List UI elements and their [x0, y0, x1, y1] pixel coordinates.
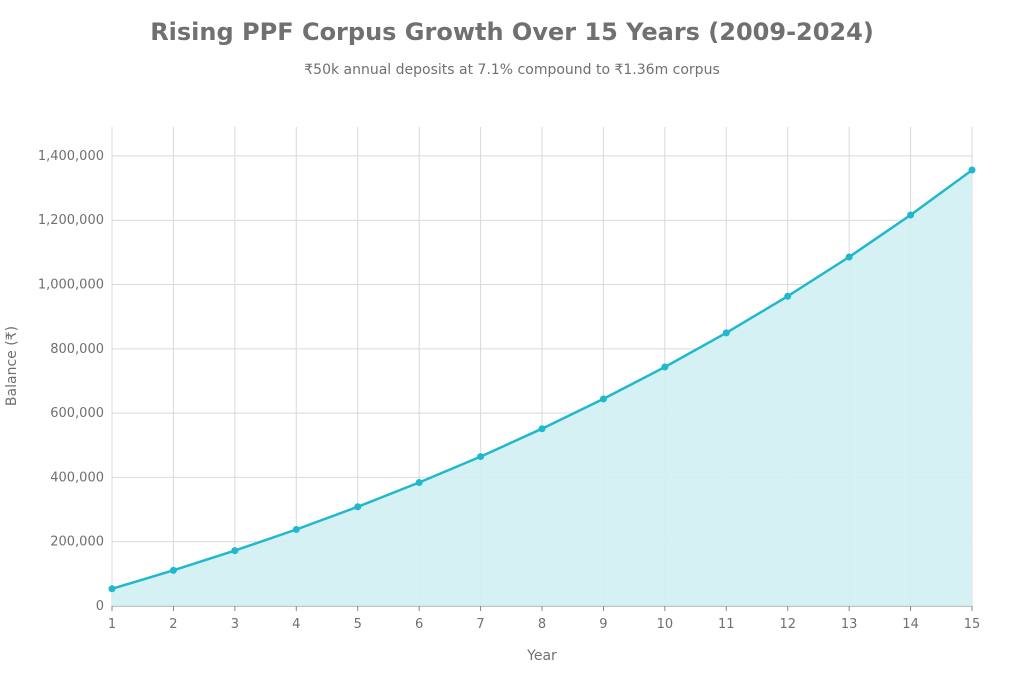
data-point — [661, 363, 669, 371]
data-point — [415, 479, 423, 487]
data-point — [784, 292, 792, 300]
area-fill — [112, 170, 972, 606]
data-point — [231, 547, 239, 555]
x-tick-label: 1 — [108, 617, 116, 632]
y-tick-label: 1,400,000 — [38, 149, 104, 164]
y-tick-label: 200,000 — [50, 535, 104, 550]
data-point — [292, 525, 300, 533]
data-points — [108, 166, 976, 593]
y-tick-label: 600,000 — [50, 406, 104, 421]
data-point — [169, 566, 177, 574]
x-tick-label: 2 — [169, 617, 177, 632]
data-point — [599, 395, 607, 403]
data-point — [108, 585, 116, 593]
x-tick-label: 10 — [657, 617, 674, 632]
data-point — [968, 166, 976, 174]
chart-title: Rising PPF Corpus Growth Over 15 Years (… — [150, 18, 874, 46]
chart-subtitle: ₹50k annual deposits at 7.1% compound to… — [304, 62, 720, 78]
y-tick-label: 1,000,000 — [38, 278, 104, 293]
x-tick-label: 14 — [902, 617, 919, 632]
y-tick-label: 800,000 — [50, 342, 104, 357]
data-point — [538, 425, 546, 433]
data-point — [477, 453, 485, 461]
x-tick-label: 8 — [538, 617, 546, 632]
x-tick-label: 13 — [841, 617, 858, 632]
x-tick-label: 6 — [415, 617, 423, 632]
x-tick-label: 3 — [231, 617, 239, 632]
data-point — [722, 329, 730, 337]
x-tick-label: 11 — [718, 617, 735, 632]
x-tick-label: 7 — [476, 617, 484, 632]
x-tick-label: 4 — [292, 617, 300, 632]
y-tick-label: 0 — [96, 599, 104, 614]
x-tick-label: 12 — [779, 617, 796, 632]
x-tick-label: 15 — [964, 617, 981, 632]
y-tick-label: 1,200,000 — [38, 213, 104, 228]
data-point — [354, 503, 362, 511]
data-point — [845, 253, 853, 261]
x-tick-label: 5 — [354, 617, 362, 632]
x-tick-labels: 1 2 3 4 5 6 7 8 9 10 11 12 13 14 15 — [108, 617, 980, 632]
y-axis-label: Balance (₹) — [4, 326, 20, 406]
y-tick-labels: 0 200,000 400,000 600,000 800,000 1,000,000 1,… — [38, 149, 104, 614]
y-tick-label: 400,000 — [50, 470, 104, 485]
x-axis-label: Year — [526, 648, 557, 664]
data-point — [907, 211, 915, 219]
x-tick-label: 9 — [599, 617, 607, 632]
